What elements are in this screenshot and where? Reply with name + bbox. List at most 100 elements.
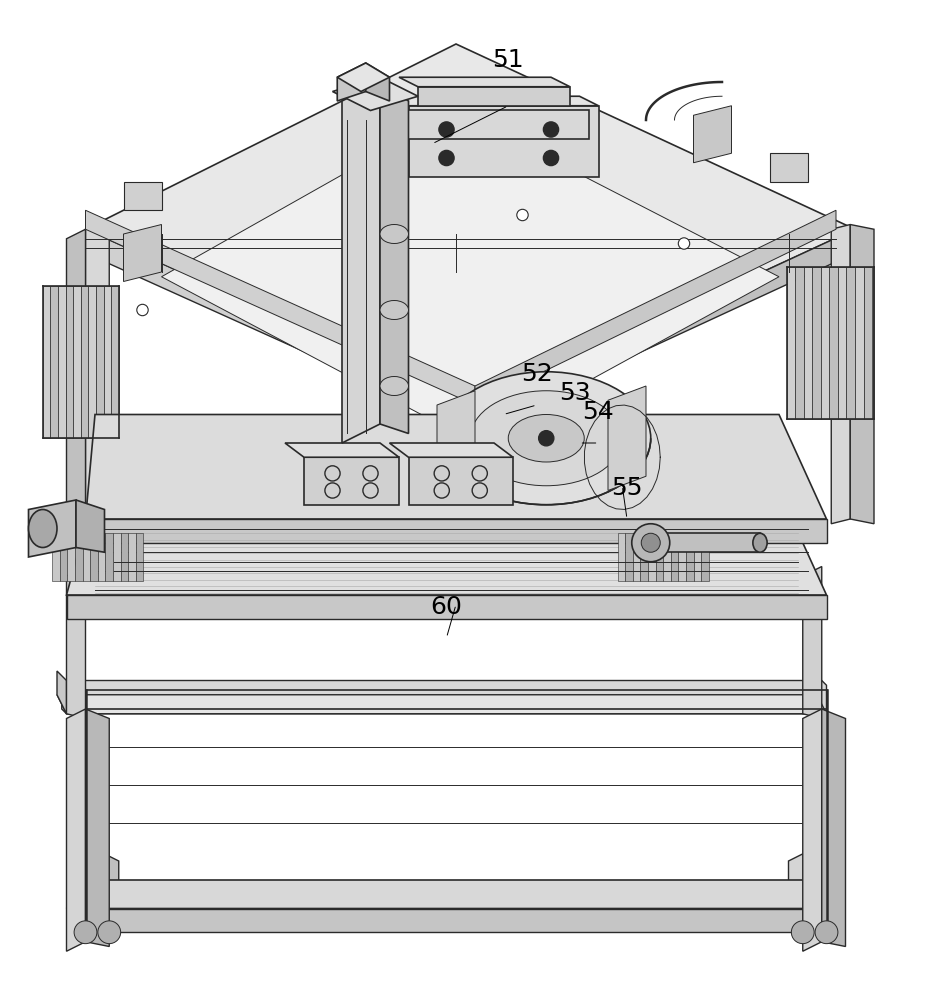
Polygon shape	[822, 709, 846, 946]
Text: 55: 55	[611, 476, 643, 500]
Polygon shape	[618, 533, 625, 581]
Polygon shape	[648, 533, 656, 581]
Polygon shape	[361, 110, 589, 139]
Polygon shape	[128, 533, 136, 581]
Polygon shape	[96, 286, 104, 438]
Polygon shape	[75, 533, 83, 581]
Polygon shape	[803, 566, 822, 718]
Ellipse shape	[632, 524, 670, 562]
Polygon shape	[86, 229, 475, 429]
Polygon shape	[380, 82, 408, 433]
Polygon shape	[694, 106, 732, 163]
Polygon shape	[408, 106, 598, 177]
Polygon shape	[332, 77, 418, 110]
Ellipse shape	[442, 372, 651, 505]
Polygon shape	[399, 77, 570, 87]
Circle shape	[543, 122, 559, 137]
Polygon shape	[855, 267, 864, 419]
Circle shape	[678, 238, 690, 249]
Polygon shape	[88, 286, 96, 438]
Polygon shape	[113, 533, 121, 581]
Polygon shape	[475, 229, 855, 429]
Polygon shape	[86, 224, 109, 524]
Circle shape	[791, 921, 814, 944]
Polygon shape	[418, 87, 570, 106]
Polygon shape	[656, 533, 663, 581]
Polygon shape	[67, 533, 75, 581]
Polygon shape	[304, 457, 399, 505]
Bar	[770, 153, 807, 182]
Polygon shape	[66, 490, 826, 595]
Polygon shape	[831, 224, 850, 524]
Polygon shape	[66, 229, 85, 533]
Ellipse shape	[470, 391, 622, 486]
Polygon shape	[121, 533, 128, 581]
Ellipse shape	[641, 533, 660, 552]
Polygon shape	[608, 386, 646, 490]
Polygon shape	[86, 414, 826, 519]
Polygon shape	[804, 267, 812, 419]
Polygon shape	[86, 210, 475, 405]
Ellipse shape	[380, 300, 408, 320]
Polygon shape	[663, 533, 671, 581]
Polygon shape	[846, 267, 855, 419]
Circle shape	[815, 921, 838, 944]
Polygon shape	[821, 267, 829, 419]
Polygon shape	[625, 533, 633, 581]
Circle shape	[74, 921, 97, 944]
Polygon shape	[62, 680, 826, 714]
Polygon shape	[850, 224, 874, 524]
Circle shape	[439, 150, 454, 166]
Polygon shape	[337, 63, 366, 101]
Polygon shape	[28, 500, 76, 557]
Polygon shape	[686, 533, 694, 581]
Text: 60: 60	[430, 595, 463, 619]
Polygon shape	[43, 286, 50, 438]
Circle shape	[439, 122, 454, 137]
Polygon shape	[337, 63, 390, 92]
Polygon shape	[86, 519, 826, 543]
Polygon shape	[829, 267, 838, 419]
Polygon shape	[98, 533, 105, 581]
Polygon shape	[58, 286, 66, 438]
Polygon shape	[342, 82, 380, 443]
Polygon shape	[57, 671, 67, 714]
Polygon shape	[81, 852, 100, 923]
Polygon shape	[437, 391, 475, 505]
Polygon shape	[66, 286, 73, 438]
Polygon shape	[136, 533, 143, 581]
Polygon shape	[111, 286, 119, 438]
Circle shape	[137, 304, 148, 316]
Polygon shape	[73, 286, 81, 438]
Polygon shape	[86, 709, 109, 946]
Polygon shape	[475, 210, 836, 405]
Polygon shape	[701, 533, 709, 581]
Ellipse shape	[28, 510, 57, 548]
Polygon shape	[671, 533, 678, 581]
Polygon shape	[678, 533, 686, 581]
Polygon shape	[50, 286, 58, 438]
Polygon shape	[83, 533, 90, 581]
Polygon shape	[808, 852, 826, 923]
Polygon shape	[60, 533, 67, 581]
Polygon shape	[66, 709, 85, 951]
Polygon shape	[812, 267, 821, 419]
Polygon shape	[390, 96, 598, 106]
Polygon shape	[390, 443, 513, 457]
Polygon shape	[788, 852, 808, 923]
Circle shape	[98, 921, 121, 944]
Polygon shape	[66, 880, 826, 909]
Ellipse shape	[508, 414, 584, 462]
Text: 54: 54	[582, 400, 615, 424]
Polygon shape	[640, 533, 648, 581]
Ellipse shape	[380, 224, 408, 243]
Polygon shape	[838, 267, 846, 419]
Text: 51: 51	[492, 48, 524, 72]
Polygon shape	[285, 443, 399, 457]
Polygon shape	[803, 709, 822, 951]
Polygon shape	[66, 566, 85, 718]
Polygon shape	[86, 44, 855, 405]
Polygon shape	[52, 533, 60, 581]
Ellipse shape	[380, 376, 408, 395]
Polygon shape	[66, 595, 826, 619]
